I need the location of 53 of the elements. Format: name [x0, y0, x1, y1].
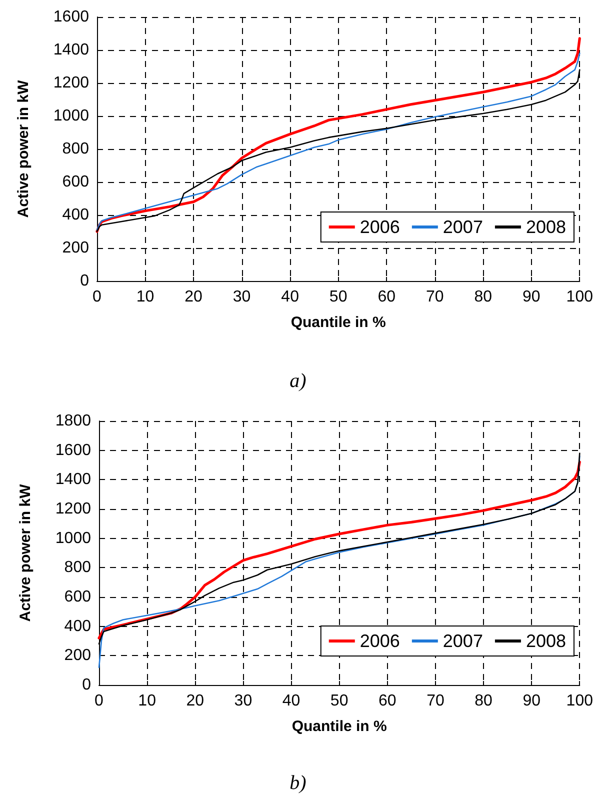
- x-tick-label: 40: [282, 692, 300, 710]
- x-tick-label: 10: [136, 288, 154, 306]
- x-tick-label: 90: [522, 288, 540, 306]
- y-tick-label: 1400: [55, 471, 92, 488]
- x-tick-label: 20: [186, 692, 204, 710]
- y-tick-label: 800: [62, 140, 90, 158]
- text: a): [290, 370, 307, 392]
- x-tick-label: 50: [330, 692, 348, 710]
- y-tick-label: 600: [64, 588, 92, 606]
- y-tick-label: 800: [64, 559, 92, 576]
- y-tick-label: 0: [82, 676, 92, 694]
- y-axis-title: Active power in kW: [15, 79, 32, 218]
- y-tick-label: 1200: [53, 74, 90, 92]
- x-tick-label: 80: [474, 692, 493, 710]
- x-tick-label: 20: [184, 288, 203, 306]
- y-tick-label: 1800: [55, 412, 92, 430]
- legend-label: 2008: [526, 217, 566, 237]
- x-tick-label: 100: [566, 692, 594, 710]
- y-tick-label: 0: [80, 272, 90, 290]
- x-tick-label: 40: [281, 288, 300, 306]
- x-tick-label: 100: [566, 288, 594, 306]
- legend-label: 2007: [442, 631, 483, 651]
- y-tick-label: 400: [62, 206, 90, 224]
- x-tick-label: 0: [94, 692, 104, 710]
- x-tick-label: 30: [232, 288, 251, 306]
- legend-label: 2006: [360, 217, 400, 237]
- x-axis-title: Quantile in %: [292, 718, 387, 735]
- x-tick-label: 60: [378, 692, 396, 710]
- y-tick-label: 1400: [53, 42, 90, 58]
- y-axis-title: Active power in kW: [17, 483, 34, 622]
- x-tick-label: 10: [138, 692, 156, 710]
- text: b): [290, 772, 307, 794]
- x-tick-label: 60: [378, 288, 396, 306]
- y-tick-label: 400: [64, 618, 92, 635]
- x-tick-label: 70: [426, 288, 444, 306]
- x-tick-label: 70: [426, 692, 444, 710]
- y-tick-label: 1000: [55, 530, 92, 547]
- y-tick-label: 1000: [53, 108, 90, 124]
- y-tick-label: 200: [64, 647, 92, 664]
- x-tick-label: 30: [234, 692, 252, 710]
- x-tick-label: 50: [329, 288, 348, 306]
- legend-label: 2008: [526, 631, 566, 651]
- x-axis-title: Quantile in %: [290, 314, 386, 331]
- y-tick-label: 1200: [55, 500, 92, 518]
- y-tick-label: 200: [62, 240, 90, 256]
- y-tick-label: 1600: [55, 442, 92, 459]
- legend-label: 2006: [360, 631, 400, 651]
- x-tick-label: 90: [522, 692, 541, 710]
- legend-label: 2007: [442, 217, 483, 237]
- y-tick-label: 1600: [53, 8, 90, 26]
- x-tick-label: 0: [92, 288, 102, 306]
- y-tick-label: 600: [62, 174, 90, 190]
- x-tick-label: 80: [474, 288, 492, 306]
